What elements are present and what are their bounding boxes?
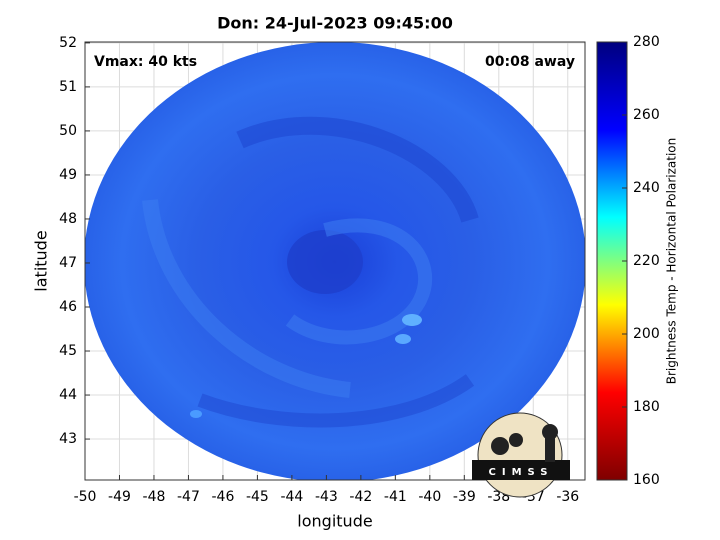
- x-tick-label: -44: [280, 489, 303, 505]
- y-tick-label: 50: [59, 123, 77, 139]
- y-tick-label: 52: [59, 35, 77, 51]
- logo: CIMSS: [472, 412, 570, 498]
- colorbar-tick-label: 160: [633, 472, 660, 488]
- x-axis-label: longitude: [297, 512, 372, 531]
- x-tick-label: -43: [315, 489, 338, 505]
- y-tick-label: 49: [59, 167, 77, 183]
- colorbar-label: Brightness Temp - Horizontal Polarizatio…: [665, 138, 679, 385]
- x-tick-label: -39: [453, 489, 476, 505]
- satellite-image: [85, 42, 585, 480]
- x-tick-label: -42: [349, 489, 372, 505]
- x-tick-label: -48: [143, 489, 166, 505]
- x-tick-label: -36: [556, 489, 579, 505]
- logo-text: CIMSS: [489, 467, 554, 478]
- y-axis-label: latitude: [32, 230, 51, 291]
- x-tick-label: -41: [384, 489, 407, 505]
- colorbar-tick-label: 260: [633, 107, 660, 123]
- y-tick-label: 43: [59, 431, 77, 447]
- annotation: 00:08 away: [485, 54, 575, 70]
- y-tick-label: 48: [59, 211, 77, 227]
- x-tick-label: -45: [246, 489, 269, 505]
- y-tick-label: 51: [59, 79, 77, 95]
- annotation: Vmax: 40 kts: [94, 54, 197, 70]
- y-tick-label: 47: [59, 255, 77, 271]
- colorbar-tick-label: 240: [633, 180, 660, 196]
- x-tick-label: -49: [108, 489, 131, 505]
- chart-title: Don: 24-Jul-2023 09:45:00: [217, 14, 453, 33]
- colorbar-tick-label: 180: [633, 399, 660, 415]
- y-tick-label: 46: [59, 299, 77, 315]
- x-tick-label: -46: [211, 489, 234, 505]
- colorbar-tick-label: 280: [633, 34, 660, 50]
- colorbar-tick-label: 200: [633, 326, 660, 342]
- colorbar-tick-label: 220: [633, 253, 660, 269]
- y-tick-label: 45: [59, 343, 77, 359]
- y-tick-label: 44: [59, 387, 77, 403]
- x-tick-label: -50: [74, 489, 97, 505]
- axes-frame: [84, 41, 586, 481]
- x-tick-label: -47: [177, 489, 200, 505]
- x-tick-label: -40: [418, 489, 441, 505]
